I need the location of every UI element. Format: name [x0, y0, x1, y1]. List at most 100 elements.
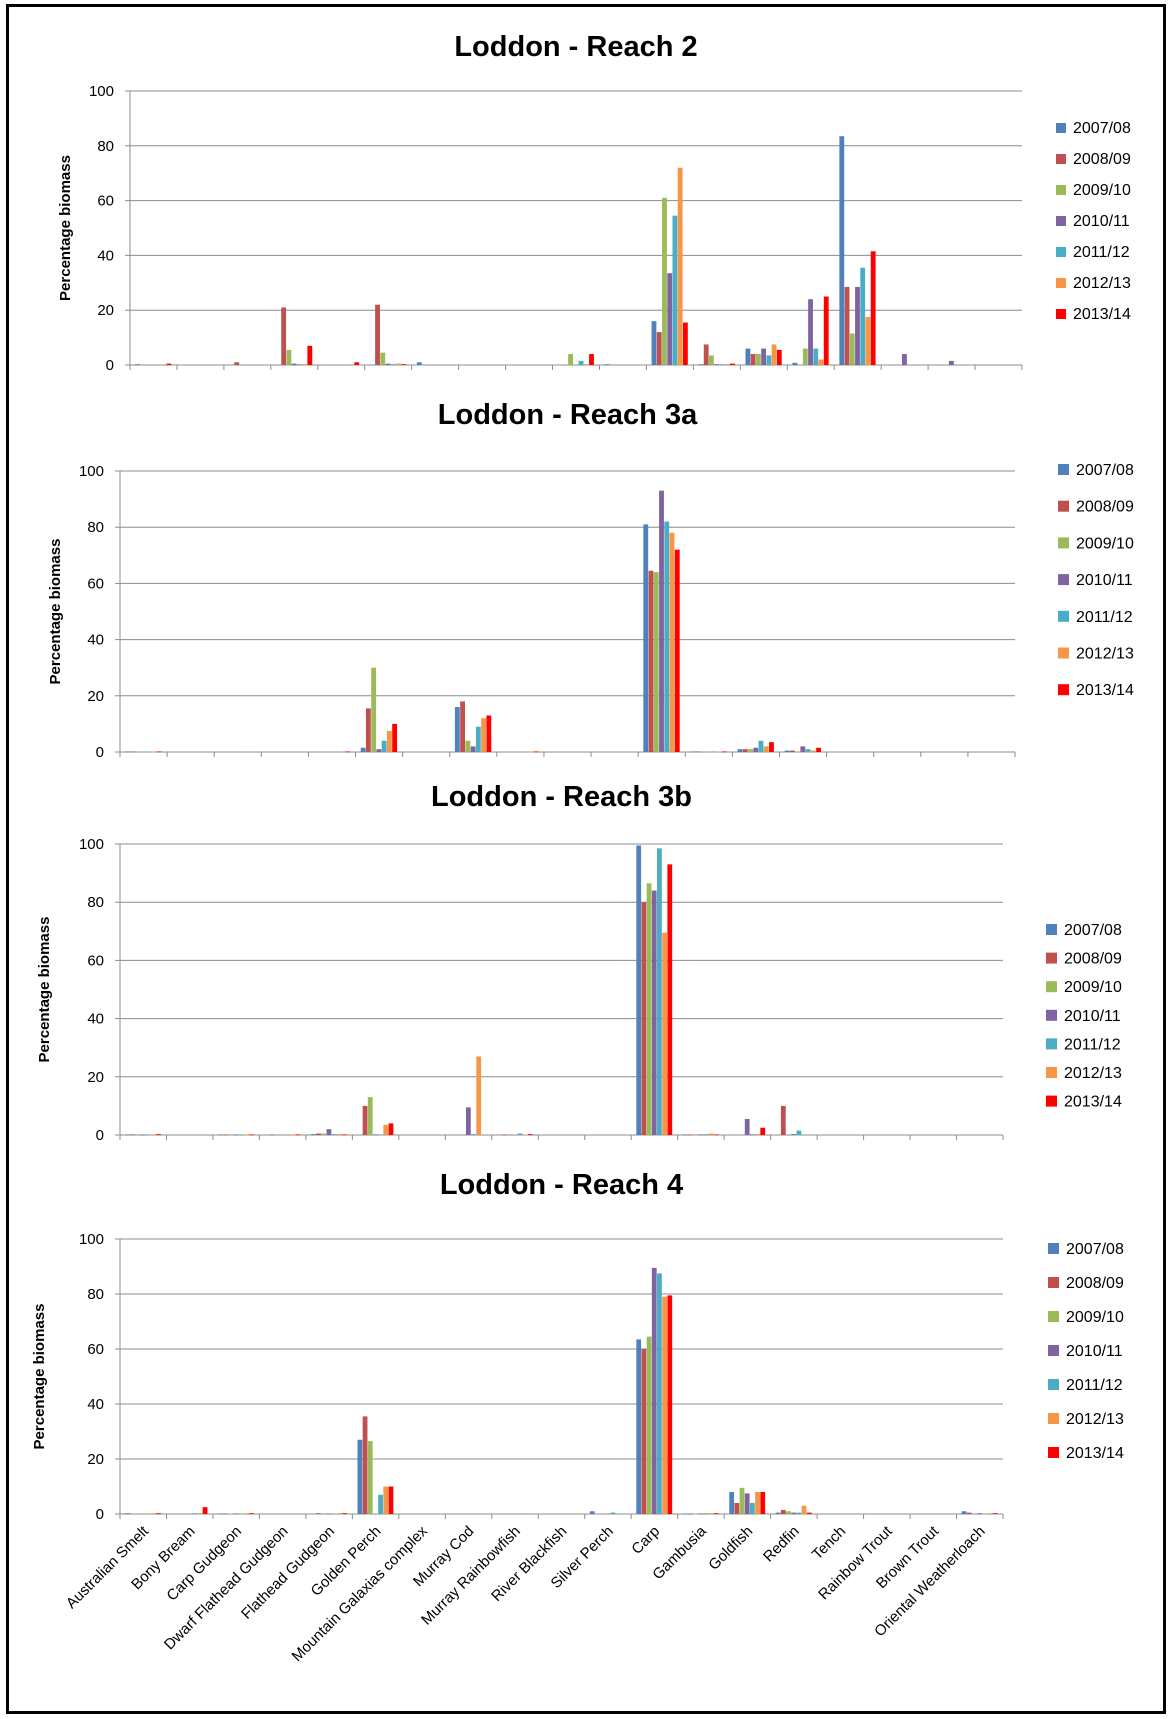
panel3-bar	[311, 1134, 316, 1135]
panel4-bar	[977, 1513, 982, 1514]
panel3-bar	[749, 1134, 755, 1135]
panel2-legend-swatch	[1058, 684, 1069, 696]
panel3-bar	[476, 1056, 482, 1135]
panel2-bar	[643, 524, 649, 752]
panel1-bar	[604, 364, 610, 365]
panel4-bar	[367, 1441, 373, 1514]
panel3-bar	[708, 1133, 714, 1135]
panel3-ytick-label: 0	[96, 1127, 104, 1144]
panel4-bar	[362, 1416, 368, 1514]
panel1-bar	[844, 286, 850, 365]
panel1-bar	[302, 364, 307, 365]
panel1-bar	[719, 364, 725, 365]
panel2-legend-swatch	[1058, 647, 1069, 659]
panel3-ytick-label: 100	[79, 836, 104, 853]
category-label: Australian Smelt	[63, 1522, 153, 1612]
panel4-bar	[342, 1513, 347, 1514]
panel4-bar	[698, 1513, 704, 1515]
panel1-bar	[708, 355, 714, 365]
panel1-bar	[860, 267, 866, 365]
panel3-bar	[687, 1134, 693, 1136]
panel4-bar	[636, 1339, 642, 1514]
panel1-bar	[802, 348, 808, 365]
panel2-bar	[669, 532, 675, 752]
panel3-bar	[336, 1134, 342, 1135]
panel2-legend-label: 2013/14	[1076, 682, 1134, 699]
panel2-bar	[151, 751, 157, 753]
panel1-bar	[698, 364, 704, 365]
panel2-bar	[465, 740, 471, 752]
panel2-bar	[245, 751, 251, 753]
panel1-ytick-label: 60	[97, 193, 114, 210]
panel3-legend-swatch	[1046, 1038, 1057, 1050]
panel3-title: Loddon - Reach 3b	[431, 781, 692, 813]
panel3-bar	[522, 1134, 528, 1136]
panel4-bar	[202, 1507, 208, 1514]
panel2-bar	[360, 747, 366, 752]
panel1-bar	[583, 364, 589, 365]
panel2-bar	[742, 749, 748, 752]
panel4-legend-swatch	[1048, 1379, 1059, 1390]
panel3-bar	[378, 1134, 383, 1136]
panel4-bar	[243, 1513, 249, 1514]
panel4-bar	[326, 1513, 332, 1515]
panel3-bar	[367, 1097, 373, 1135]
panel4-legend-swatch	[1048, 1413, 1059, 1424]
panel3-bar	[383, 1124, 389, 1135]
panel3-legend-label: 2013/14	[1064, 1094, 1122, 1111]
category-label: Carp	[628, 1523, 663, 1558]
panel3-bar	[502, 1134, 507, 1136]
panel2-bar	[392, 723, 398, 752]
panel3-bar	[218, 1134, 223, 1136]
panel1-legend-label: 2012/13	[1073, 275, 1131, 292]
panel1-bar	[761, 348, 767, 365]
panel1-bar	[792, 362, 798, 365]
panel4-bar	[383, 1486, 389, 1514]
panel1-bar	[656, 332, 662, 365]
panel1-bar	[662, 197, 667, 365]
panel2-legend-swatch	[1058, 610, 1069, 622]
panel2-bar	[125, 751, 131, 753]
panel2-bar	[533, 751, 539, 753]
panel4-y-axis-label: Percentage biomass	[31, 1304, 48, 1450]
panel1-legend-swatch	[1056, 154, 1066, 164]
panel3-bar	[130, 1134, 136, 1136]
panel3-bar	[388, 1123, 394, 1135]
panel1-bar	[401, 364, 407, 365]
panel1-bar	[307, 345, 313, 365]
panel3-bar	[682, 1134, 688, 1136]
panel2-bar	[454, 707, 460, 752]
panel2-bar	[674, 549, 680, 752]
panel4-bar	[992, 1513, 998, 1514]
panel3-bar	[156, 1134, 161, 1135]
panel1-bar	[724, 364, 730, 365]
panel1-bar	[823, 296, 829, 365]
panel4-bar	[228, 1513, 234, 1515]
panel2-bar	[659, 490, 664, 752]
panel4-bar	[378, 1494, 383, 1514]
panel4-legend-label: 2013/14	[1066, 1445, 1124, 1462]
panel2-ytick-label: 20	[87, 688, 104, 705]
panel1-bar	[729, 363, 735, 365]
panel1-bar	[375, 304, 380, 365]
panel1-bar	[578, 360, 584, 365]
panel3-legend-label: 2008/09	[1064, 951, 1122, 968]
panel4-legend-label: 2010/11	[1066, 1343, 1123, 1360]
panel4-legend-swatch	[1048, 1345, 1059, 1356]
panel3-bar	[233, 1134, 239, 1136]
panel1-legend-label: 2013/14	[1073, 306, 1131, 323]
panel1-bar	[771, 344, 777, 365]
panel3-bar	[290, 1134, 296, 1136]
panel4-bar	[791, 1512, 797, 1514]
panel1-bar	[354, 362, 360, 365]
panel4-bar	[316, 1513, 321, 1514]
panel3-bar	[662, 932, 667, 1135]
panel3-bar	[796, 1130, 802, 1135]
panel2-legend-swatch	[1058, 464, 1069, 475]
panel3-bar	[269, 1134, 275, 1136]
panel1-legend-swatch	[1056, 309, 1066, 319]
panel3-bar	[145, 1134, 151, 1136]
panel2-legend-swatch	[1058, 574, 1069, 586]
panel1-bar	[948, 360, 954, 365]
